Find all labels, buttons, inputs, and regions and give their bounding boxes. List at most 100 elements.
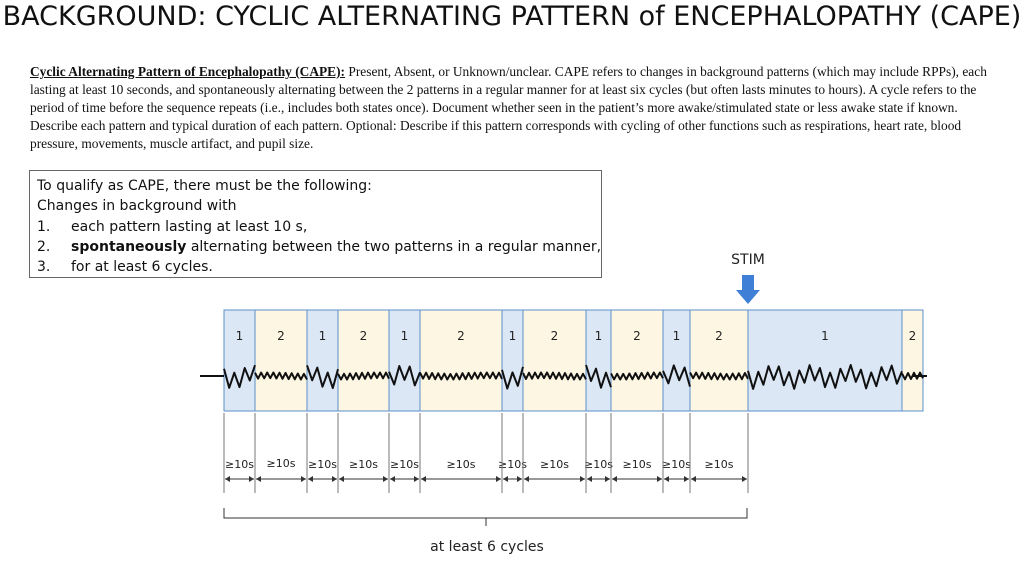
arrowhead-right-icon [301,476,306,482]
arrowhead-right-icon [517,476,522,482]
criteria-intro: To qualify as CAPE, there must be the fo… [37,178,372,194]
arrowhead-left-icon [390,476,395,482]
segment-label: 2 [457,329,465,343]
segment-label: 2 [633,329,641,343]
arrowhead-left-icon [664,476,669,482]
eeg-trace-pattern-1 [501,366,524,390]
brace-icon [223,508,748,526]
segment-label: 1 [673,329,681,343]
eeg-trace-pattern-1 [662,364,691,387]
segment-label: 2 [360,329,368,343]
pattern-2-segment [254,309,308,412]
cycles-brace: at least 6 cycles [223,508,748,555]
duration-label: ≥10s [540,458,569,471]
arrowhead-right-icon [580,476,585,482]
segment-label: 1 [401,329,409,343]
criteria-item-text: each pattern lasting at least 10 s, [71,218,308,235]
arrowhead-right-icon [383,476,388,482]
segment-label: 2 [909,329,917,343]
arrowhead-left-icon [339,476,344,482]
pattern-1-segment [306,309,339,412]
pattern-2-segment [689,309,749,412]
segment-label: 1 [236,329,244,343]
duration-label: ≥10s [308,458,337,471]
pattern-2-segment [610,309,664,412]
pattern-1-segment [585,309,612,412]
segment-label: 2 [715,329,723,343]
eeg-trace-pattern-1 [388,365,421,387]
brace-label: at least 6 cycles [430,539,544,555]
criteria-item: 2. spontaneously alternating between the … [37,237,601,257]
criteria-item-number: 1. [37,218,51,235]
arrowhead-right-icon [496,476,501,482]
arrowhead-right-icon [414,476,419,482]
eeg-trace-pattern-1 [306,364,339,390]
pattern-1-segment [747,309,903,412]
arrowhead-left-icon [524,476,529,482]
eeg-trace-pattern-2 [337,371,390,381]
criteria-list: 1. each pattern lasting at least 10 s, 2.… [37,217,601,278]
eeg-trace-pattern-1 [585,364,612,389]
cape-description-lead: Cyclic Alternating Pattern of Encephalop… [30,64,346,79]
duration-label: ≥10s [498,458,527,471]
arrowhead-left-icon [225,476,230,482]
arrowhead-right-icon [684,476,689,482]
duration-label: ≥10s [623,458,652,471]
duration-label: ≥10s [267,457,296,470]
criteria-item-emphasis: spontaneously [71,238,187,255]
page-title: BACKGROUND: CYCLIC ALTERNATING PATTERN o… [2,1,1022,32]
arrowhead-right-icon [657,476,662,482]
criteria-box: To qualify as CAPE, there must be the fo… [29,170,602,278]
segment-label: 1 [821,329,829,343]
eeg-trace-layer [200,364,927,390]
pattern-1-segment [223,309,256,412]
duration-label: ≥10s [705,458,734,471]
arrowhead-right-icon [249,476,254,482]
criteria-subintro: Changes in background with [37,198,237,215]
criteria-item: 1. each pattern lasting at least 10 s, [37,217,593,237]
arrowhead-right-icon [605,476,610,482]
eeg-trace-pattern-2 [254,371,308,381]
pattern-1-segment [388,309,421,412]
pattern-2-segment [419,309,503,412]
arrowhead-left-icon [503,476,508,482]
pattern-2-segment [522,309,587,412]
stim-arrow-icon [736,275,760,304]
arrowhead-left-icon [308,476,313,482]
criteria-item-text: alternating between the two patterns in … [186,238,602,255]
arrowhead-left-icon [587,476,592,482]
pattern-2-segment [337,309,390,412]
duration-label: ≥10s [662,458,691,471]
arrowhead-right-icon [332,476,337,482]
pattern-1-segment [662,309,691,412]
pattern-1-segment [501,309,524,412]
duration-label: ≥10s [349,458,378,471]
criteria-item-number: 2. [37,238,51,255]
criteria-item-number: 3. [37,259,51,276]
eeg-trace-pattern-1 [747,364,903,390]
segment-label: 1 [509,329,517,343]
arrowhead-left-icon [256,476,261,482]
duration-label: ≥10s [390,458,419,471]
eeg-trace-pattern-2 [610,371,664,381]
cape-description: Cyclic Alternating Pattern of Encephalop… [30,63,1005,153]
arrowhead-left-icon [612,476,617,482]
duration-label: ≥10s [584,458,613,471]
criteria-item: 3. for at least 6 cycles. [37,257,593,277]
cape-description-text: Present, Absent, or Unknown/unclear. CAP… [30,64,987,151]
segment-label: 1 [319,329,327,343]
eeg-trace-pattern-1 [223,364,256,389]
pattern-2-segment [901,309,924,412]
stim-label: STIM [731,252,765,268]
duration-label: ≥10s [447,458,476,471]
eeg-trace-pattern-2 [689,371,749,381]
segment-label: 1 [595,329,603,343]
arrowhead-left-icon [691,476,696,482]
duration-layer: ≥10s ≥10s ≥10s ≥10s ≥10s ≥10s ≥10s ≥10s ≥10s ≥10s… [223,413,749,493]
stim-marker: STIM [731,252,765,304]
segment-label: 2 [551,329,559,343]
criteria-item-text: for at least 6 cycles. [71,259,213,276]
eeg-trace-pattern-2 [522,371,587,381]
arrowhead-right-icon [742,476,747,482]
segment-layer: 1 2 1 2 1 2 1 2 1 2 1 2 1 2 [223,309,924,412]
